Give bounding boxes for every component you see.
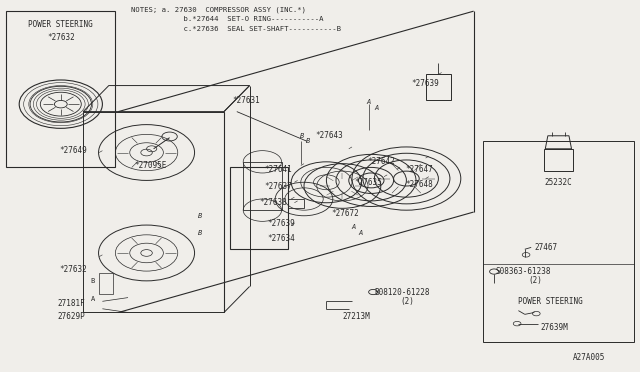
Text: *27648: *27648 [405,180,433,189]
Text: 27629P: 27629P [58,312,85,321]
Text: B: B [91,278,95,284]
Text: *27631: *27631 [232,96,260,105]
Text: B08120-61228: B08120-61228 [374,288,430,296]
Text: POWER STEERING: POWER STEERING [518,297,583,306]
Text: A: A [352,224,356,230]
Bar [288,199,304,208]
Text: (2): (2) [400,297,414,306]
Bar [483,141,634,342]
Text: 25232C: 25232C [544,178,572,187]
Text: *27632: *27632 [47,33,75,42]
Text: *27638: *27638 [259,198,287,207]
Text: B: B [307,138,310,144]
Text: *27649: *27649 [60,146,88,155]
Text: *27095E: *27095E [134,161,166,170]
Bar [230,167,288,249]
Bar [6,11,115,167]
Text: *27639: *27639 [268,219,296,228]
Text: A: A [91,296,95,302]
Text: *27647: *27647 [405,165,433,174]
Text: (2): (2) [528,276,542,285]
Text: b.*27644  SET-O RING-----------A: b.*27644 SET-O RING-----------A [131,16,324,22]
Text: *27635: *27635 [354,178,382,187]
Text: *27632: *27632 [60,265,88,274]
Text: S08363-61238: S08363-61238 [496,267,552,276]
Bar [83,112,224,312]
Text: *27641: *27641 [264,165,292,174]
Text: A27A005: A27A005 [573,353,605,362]
Text: c.*27636  SEAL SET-SHAFT-----------B: c.*27636 SEAL SET-SHAFT-----------B [131,26,341,32]
Text: 27213M: 27213M [342,312,370,321]
Bar [426,74,451,100]
Text: 27181F: 27181F [58,299,85,308]
Text: *27634: *27634 [268,234,296,243]
Bar [544,149,573,171]
Text: B: B [300,133,304,139]
Text: *27642: *27642 [367,157,395,166]
Bar [99,273,113,294]
Bar [243,162,282,210]
Text: B: B [198,213,202,219]
Text: POWER STEERING: POWER STEERING [28,20,93,29]
Text: A: A [358,230,362,235]
Text: NOTES; a. 27630  COMPRESSOR ASSY (INC.*): NOTES; a. 27630 COMPRESSOR ASSY (INC.*) [131,6,306,13]
Text: B: B [198,230,202,235]
Text: A: A [367,99,371,105]
Text: A: A [374,105,378,111]
Text: *27637: *27637 [264,182,292,190]
Text: *27643: *27643 [316,131,344,140]
Text: *27639: *27639 [412,79,440,88]
Text: *27672: *27672 [332,209,360,218]
Text: 27467: 27467 [534,243,557,252]
Text: 27639M: 27639M [541,323,568,332]
